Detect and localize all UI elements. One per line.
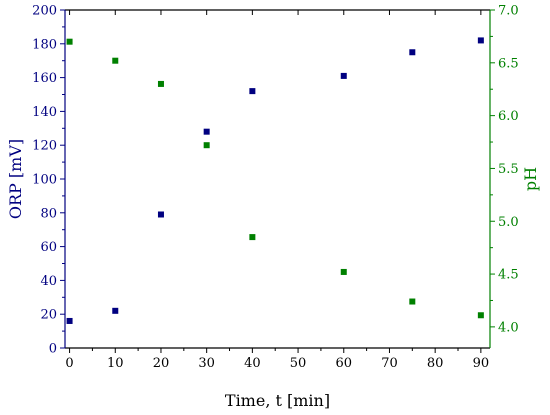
ph-data-point — [249, 234, 256, 241]
x-tick-label: 40 — [244, 356, 261, 371]
y-right-tick-label: 5.0 — [498, 215, 519, 230]
x-tick-label: 60 — [335, 356, 352, 371]
orp-data-point — [112, 307, 119, 314]
orp-data-point — [249, 88, 256, 95]
y-left-tick-label: 80 — [40, 206, 57, 221]
orp-data-point — [203, 128, 210, 135]
y-left-tick-label: 60 — [40, 240, 57, 255]
axes-layer: 0 10 20 30 40 50 60 70 80 90 0 20 40 60 80 100 120 140 160… — [32, 4, 519, 372]
y-right-tick-label: 4.5 — [498, 268, 519, 283]
ph-data-point — [112, 57, 119, 64]
y-left-tick-label: 180 — [32, 37, 57, 52]
marks-layer — [66, 37, 484, 324]
ph-data-point — [409, 298, 416, 305]
orp-data-point — [477, 37, 484, 44]
y-right-tick-label: 5.5 — [498, 162, 519, 177]
ph-data-point — [66, 38, 73, 45]
y-left-tick-label: 0 — [49, 342, 57, 357]
orp-data-point — [66, 317, 73, 324]
orp-data-point — [409, 49, 416, 56]
y-right-tick-label: 6.0 — [498, 109, 519, 124]
orp-data-point — [340, 72, 347, 79]
y-right-tick-label: 7.0 — [498, 4, 519, 19]
ph-data-point — [157, 80, 164, 87]
y-right-axis-title: pH — [521, 167, 540, 191]
x-tick-label: 20 — [153, 356, 170, 371]
y-left-tick-label: 100 — [32, 173, 57, 188]
x-tick-label: 0 — [65, 356, 73, 371]
orp-data-point — [157, 211, 164, 218]
x-tick-label: 50 — [290, 356, 307, 371]
y-left-tick-label: 120 — [32, 139, 57, 154]
y-left-axis-title: ORP [mV] — [6, 139, 25, 219]
y-left-tick-label: 160 — [32, 71, 57, 86]
x-tick-label: 90 — [473, 356, 490, 371]
x-tick-label: 80 — [427, 356, 444, 371]
ph-data-point — [477, 312, 484, 319]
y-left-tick-label: 20 — [40, 308, 57, 323]
x-tick-label: 30 — [198, 356, 215, 371]
y-right-tick-label: 6.5 — [498, 56, 519, 71]
x-tick-label: 10 — [107, 356, 124, 371]
x-axis-title: Time, t [min] — [225, 391, 330, 410]
y-left-tick-label: 200 — [32, 4, 57, 19]
ph-data-point — [340, 268, 347, 275]
y-right-tick-label: 4.0 — [498, 320, 519, 335]
y-left-tick-label: 140 — [32, 105, 57, 120]
x-tick-label: 70 — [381, 356, 398, 371]
y-left-tick-label: 40 — [40, 274, 57, 289]
ph-data-point — [203, 142, 210, 149]
